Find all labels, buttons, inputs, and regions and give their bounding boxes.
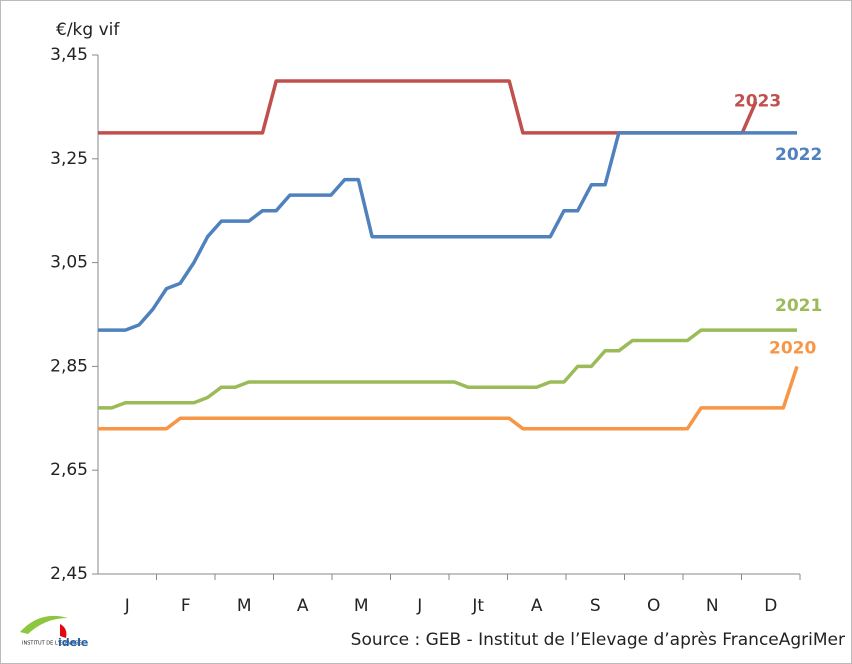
series-label: 2022 xyxy=(775,145,822,165)
x-tick-label: S xyxy=(590,596,601,616)
series-label: 2023 xyxy=(734,92,781,112)
x-tick-label: J xyxy=(124,596,130,616)
x-tick-label: A xyxy=(297,596,309,616)
y-tick-label: 2,85 xyxy=(50,356,88,376)
series-line xyxy=(98,365,799,431)
source: Source : GEB - Institut de l’Elevage d’a… xyxy=(351,630,845,650)
series-label: 2020 xyxy=(769,338,816,358)
x-tick-label: Jt xyxy=(471,596,484,616)
y-tick-label: 2,65 xyxy=(50,460,88,480)
x-tick-label: J xyxy=(416,596,422,616)
x-tick-label: M xyxy=(237,596,252,616)
logo-mark xyxy=(60,624,67,638)
y-tick-label: 3,45 xyxy=(50,45,88,65)
series-label: 2021 xyxy=(775,296,822,316)
series-line xyxy=(98,328,797,410)
x-tick-label: M xyxy=(354,596,369,616)
series-line xyxy=(98,131,797,332)
logo-brand: idele xyxy=(58,636,88,649)
x-tick-label: A xyxy=(531,596,543,616)
y-axis-label: €/kg vif xyxy=(56,20,120,40)
y-tick-label: 2,45 xyxy=(50,564,88,584)
y-tick-label: 3,25 xyxy=(50,149,88,169)
x-tick-label: O xyxy=(647,596,660,616)
x-tick-label: F xyxy=(181,596,191,616)
x-tick-label: N xyxy=(706,596,719,616)
x-tick-label: D xyxy=(764,596,777,616)
logo-small: INSTITUT DE L'ELEVAGE xyxy=(22,641,82,647)
y-tick-label: 3,05 xyxy=(50,253,88,273)
logo-swoosh xyxy=(20,615,68,634)
logo: INSTITUT DE L'ELEVAGE idele xyxy=(20,615,88,649)
